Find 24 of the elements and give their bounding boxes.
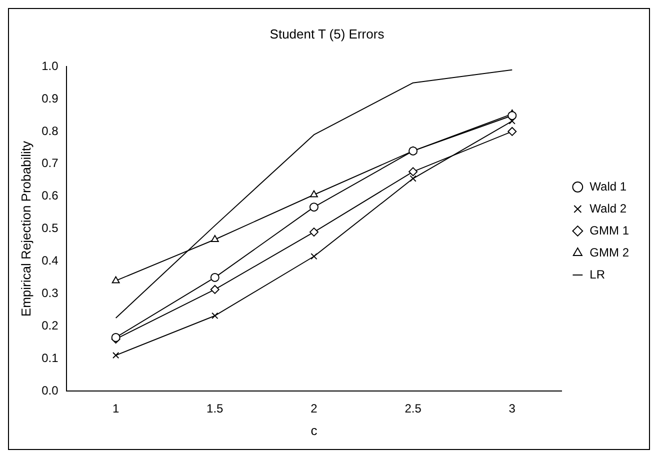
y-tick-label: 0.3 — [42, 286, 59, 300]
y-tick-label: 0.8 — [42, 124, 59, 138]
legend-label: Wald 2 — [590, 201, 627, 216]
y-tick-label: 0.2 — [42, 318, 59, 332]
y-tick-label: 0.4 — [42, 254, 59, 268]
y-axis-title: Empirical Rejection Probability — [18, 140, 34, 317]
x-tick-label: 2 — [310, 402, 318, 416]
x-tick-label: 3 — [508, 402, 516, 416]
legend-label: Wald 1 — [590, 179, 627, 194]
x-tick-label: 1 — [112, 402, 120, 416]
y-tick-label: 0.6 — [42, 188, 59, 203]
y-tick-label: 0.5 — [42, 221, 59, 236]
y-tick-label: 0.1 — [42, 350, 59, 365]
x-axis-title: c — [310, 422, 318, 438]
legend-label: LR — [590, 267, 606, 282]
x-tick-label: 1.5 — [206, 402, 224, 416]
y-tick-label: 0.9 — [42, 91, 59, 106]
legend-label: GMM 2 — [590, 245, 630, 260]
legend-label: GMM 1 — [590, 223, 630, 238]
y-tick-label: 1.0 — [42, 58, 59, 73]
y-tick-label: 0.0 — [42, 383, 59, 398]
chart-title: Student T (5) Errors — [270, 26, 385, 42]
y-tick-label: 0.7 — [42, 156, 59, 170]
x-tick-label: 2.5 — [404, 402, 422, 416]
